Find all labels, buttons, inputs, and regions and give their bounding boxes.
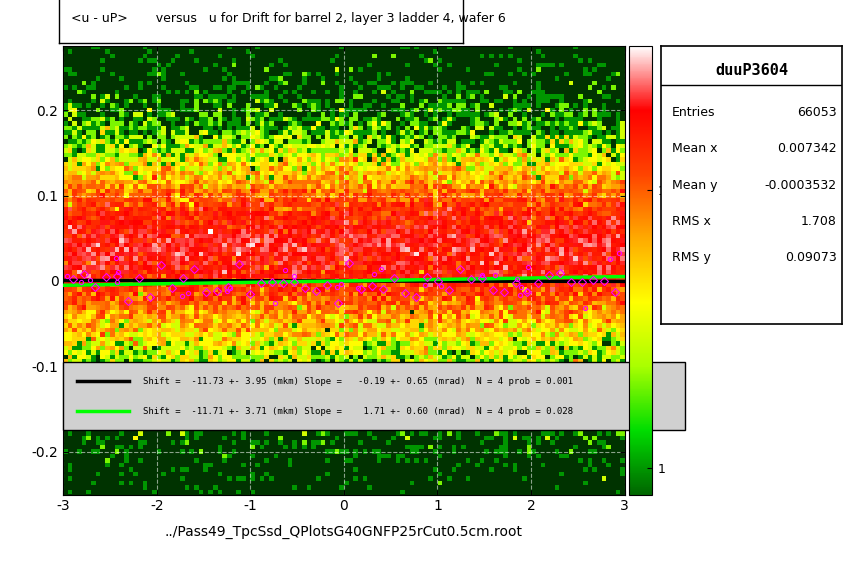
X-axis label: ../Pass49_TpcSsd_QPlotsG40GNFP25rCut0.5cm.root: ../Pass49_TpcSsd_QPlotsG40GNFP25rCut0.5c… [165,524,523,539]
Text: duuP3604: duuP3604 [715,63,788,78]
Text: Mean y: Mean y [672,178,717,191]
Text: 0.09073: 0.09073 [785,251,837,264]
Text: Mean x: Mean x [672,143,717,155]
Bar [63,362,685,431]
Text: Shift =  -11.71 +- 3.71 (mkm) Slope =    1.71 +- 0.60 (mrad)  N = 4 prob = 0.028: Shift = -11.71 +- 3.71 (mkm) Slope = 1.7… [143,407,573,416]
Text: 66053: 66053 [798,106,837,119]
Text: 1.708: 1.708 [801,214,837,228]
Text: RMS x: RMS x [672,214,711,228]
Text: RMS y: RMS y [672,251,711,264]
Text: Entries: Entries [672,106,715,119]
Text: 0.007342: 0.007342 [777,143,837,155]
Text: Shift =  -11.73 +- 3.95 (mkm) Slope =   -0.19 +- 0.65 (mrad)  N = 4 prob = 0.001: Shift = -11.73 +- 3.95 (mkm) Slope = -0.… [143,377,573,386]
Text: <u - uP>       versus   u for Drift for barrel 2, layer 3 ladder 4, wafer 6: <u - uP> versus u for Drift for barrel 2… [71,12,506,25]
Text: -0.0003532: -0.0003532 [765,178,837,191]
